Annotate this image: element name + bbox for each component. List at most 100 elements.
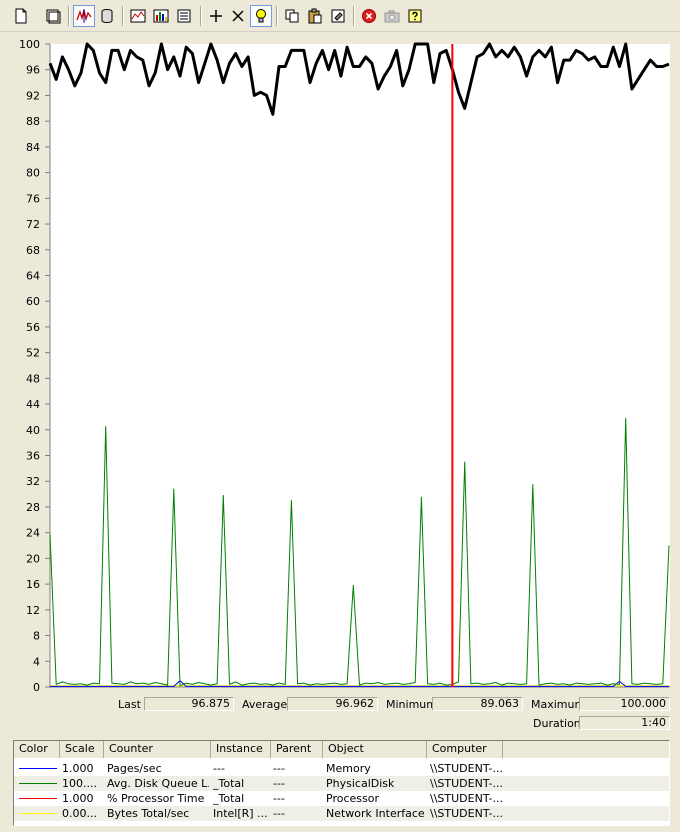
- column-header-object[interactable]: Object: [323, 741, 427, 758]
- y-tick-label: 20: [26, 552, 40, 565]
- help-icon: [408, 9, 422, 23]
- counter-cell: Bytes Total/sec: [107, 807, 190, 820]
- update-data-button[interactable]: [381, 5, 403, 27]
- minimum-label: Minimum: [386, 698, 437, 711]
- delete-counter-button[interactable]: [227, 5, 249, 27]
- parent-cell: ---: [273, 777, 285, 790]
- new-document-icon: [15, 8, 27, 24]
- graph-pane: 100 96 92 88 84 80 76 72 68 64 60 56 52 48 44 40 36 32 28 2…: [0, 32, 680, 697]
- parent-cell: ---: [273, 807, 285, 820]
- duration-value: 1:40: [579, 716, 670, 730]
- color-swatch: [19, 783, 57, 784]
- color-swatch: [19, 798, 57, 799]
- plus-icon: [210, 10, 222, 22]
- x-icon: [232, 10, 244, 22]
- parent-cell: ---: [273, 762, 285, 775]
- y-tick-label: 80: [26, 167, 40, 180]
- camera-icon: [384, 10, 400, 23]
- counter-legend[interactable]: Color Scale Counter Instance Parent Obje…: [13, 740, 670, 826]
- histogram-icon: [153, 9, 169, 23]
- stop-icon: [362, 9, 376, 23]
- y-tick-label: 4: [33, 655, 40, 668]
- minimum-value: 89.063: [432, 697, 523, 711]
- freeze-display-button[interactable]: [358, 5, 380, 27]
- column-header-scale[interactable]: Scale: [60, 741, 104, 758]
- scale-cell: 1.000: [62, 792, 94, 805]
- new-counter-set-button[interactable]: [10, 5, 32, 27]
- lightbulb-icon: [256, 9, 266, 23]
- average-value: 96.962: [287, 697, 378, 711]
- legend-row[interactable]: 1.000 Pages/sec --- --- Memory \\STUDENT…: [14, 761, 669, 776]
- color-swatch: [19, 813, 57, 814]
- scale-cell: 0.00...: [62, 807, 97, 820]
- computer-cell: \\STUDENT-...: [430, 807, 503, 820]
- maximum-value: 100.000: [579, 697, 670, 711]
- column-header-parent[interactable]: Parent: [271, 741, 323, 758]
- instance-cell: _Total: [213, 777, 245, 790]
- y-tick-label: 0: [33, 681, 40, 694]
- counter-cell: Avg. Disk Queue L...: [107, 777, 209, 790]
- average-label: Average: [242, 698, 288, 711]
- view-graph-button[interactable]: [127, 5, 149, 27]
- paste-icon: [308, 8, 322, 24]
- y-tick-label: 44: [26, 398, 40, 411]
- duration-label: Duration: [533, 717, 581, 730]
- current-activity-icon: [76, 9, 92, 23]
- copy-properties-button[interactable]: [281, 5, 303, 27]
- counter-cell: Pages/sec: [107, 762, 162, 775]
- color-swatch: [19, 768, 57, 769]
- y-tick-label: 100: [19, 38, 40, 51]
- properties-button[interactable]: [327, 5, 349, 27]
- object-cell: Processor: [326, 792, 379, 805]
- view-current-activity-button[interactable]: [73, 5, 95, 27]
- legend-header: Color Scale Counter Instance Parent Obje…: [14, 741, 669, 758]
- paste-counter-list-button[interactable]: [304, 5, 326, 27]
- clear-display-button[interactable]: [42, 5, 64, 27]
- help-button[interactable]: [404, 5, 426, 27]
- counter-cell: % Processor Time: [107, 792, 205, 805]
- object-cell: Memory: [326, 762, 371, 775]
- instance-cell: Intel[R] ...: [213, 807, 268, 820]
- legend-row[interactable]: 100.... Avg. Disk Queue L... _Total --- …: [14, 776, 669, 791]
- plot-area: [50, 44, 670, 687]
- y-tick-label: 88: [26, 115, 40, 128]
- toolbar: [0, 0, 680, 32]
- column-header-instance[interactable]: Instance: [211, 741, 271, 758]
- object-cell: Network Interface: [326, 807, 425, 820]
- computer-cell: \\STUDENT-...: [430, 777, 503, 790]
- y-tick-label: 76: [26, 192, 40, 205]
- y-tick-label: 24: [26, 527, 40, 540]
- add-counter-button[interactable]: [205, 5, 227, 27]
- object-cell: PhysicalDisk: [326, 777, 395, 790]
- view-histogram-button[interactable]: [150, 5, 172, 27]
- last-label: Last: [118, 698, 141, 711]
- database-icon: [101, 9, 113, 24]
- view-log-data-button[interactable]: [96, 5, 118, 27]
- scale-cell: 100....: [62, 777, 97, 790]
- y-tick-label: 60: [26, 295, 40, 308]
- highlight-button[interactable]: [250, 5, 272, 27]
- column-header-computer[interactable]: Computer: [427, 741, 503, 758]
- y-tick-label: 56: [26, 321, 40, 334]
- legend-row[interactable]: 1.000 % Processor Time _Total --- Proces…: [14, 791, 669, 806]
- view-report-button[interactable]: [173, 5, 195, 27]
- copy-icon: [285, 9, 299, 23]
- y-tick-label: 32: [26, 475, 40, 488]
- y-tick-label: 92: [26, 89, 40, 102]
- instance-cell: ---: [213, 762, 225, 775]
- processor-time-series-line: [48, 42, 670, 116]
- y-tick-label: 64: [26, 269, 40, 282]
- y-tick-label: 36: [26, 450, 40, 463]
- column-header-counter[interactable]: Counter: [104, 741, 211, 758]
- legend-row[interactable]: 0.00... Bytes Total/sec Intel[R] ... ---…: [14, 806, 669, 821]
- y-tick-label: 12: [26, 604, 40, 617]
- clear-display-icon: [46, 9, 61, 24]
- report-icon: [177, 9, 191, 23]
- y-tick-label: 28: [26, 501, 40, 514]
- graph-icon: [130, 9, 146, 23]
- y-tick-label: 8: [33, 630, 40, 643]
- properties-icon: [331, 9, 345, 23]
- y-tick-label: 96: [26, 64, 40, 77]
- column-header-color[interactable]: Color: [14, 741, 60, 758]
- scale-cell: 1.000: [62, 762, 94, 775]
